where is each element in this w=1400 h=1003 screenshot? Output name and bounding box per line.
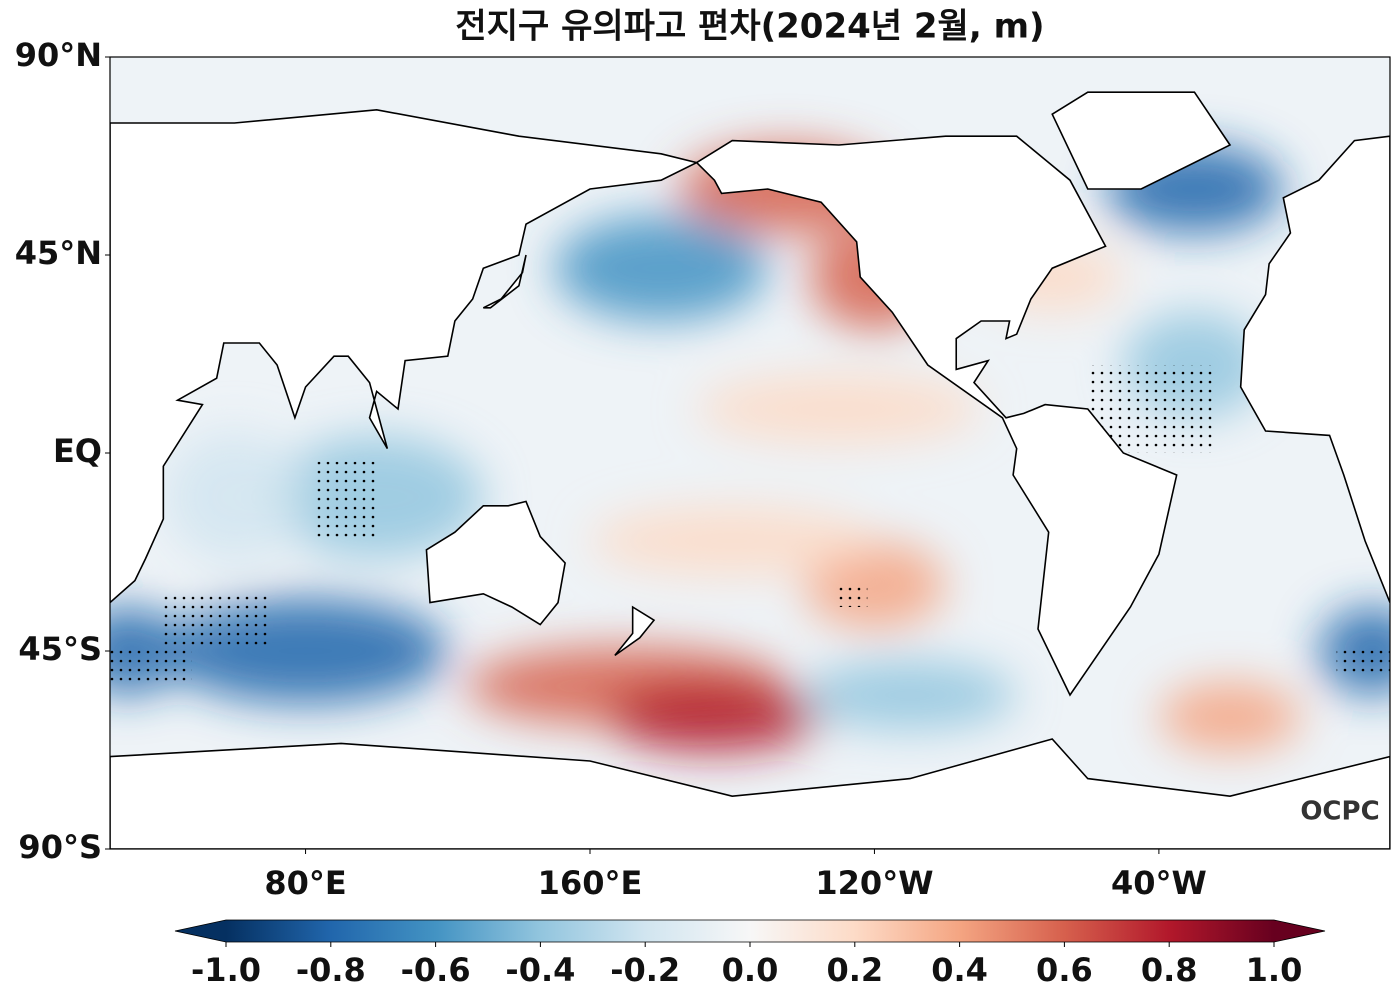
colorbar-tick-label: -0.8 bbox=[296, 951, 366, 989]
anomaly-blob bbox=[554, 215, 768, 321]
map-area bbox=[110, 57, 1390, 849]
anomaly-blob bbox=[1159, 681, 1301, 753]
colorbar-tick-label: 0.0 bbox=[722, 951, 779, 989]
y-tick-label: 45°N bbox=[15, 234, 102, 272]
x-tick-label: 40°W bbox=[1111, 864, 1207, 902]
colorbar-tick-label: 0.6 bbox=[1036, 951, 1093, 989]
colorbar: -1.0 -0.8 -0.6 -0.4 -0.2 0.0 0.2 0.4 0.6 0.8 1.0 bbox=[174, 919, 1326, 989]
y-tick-label: 90°S bbox=[18, 828, 102, 866]
colorbar-tick-label: -0.4 bbox=[505, 951, 575, 989]
anomaly-blob bbox=[607, 681, 821, 753]
landmass bbox=[614, 605, 656, 657]
stippling bbox=[110, 365, 1390, 682]
y-tick-label: 45°S bbox=[18, 630, 102, 668]
stipple-region bbox=[163, 593, 270, 647]
colorbar-tick-label: 1.0 bbox=[1246, 951, 1303, 989]
colorbar-tick-label: 0.4 bbox=[931, 951, 988, 989]
chart-title: 전지구 유의파고 편차(2024년 2월, m) bbox=[455, 7, 1044, 47]
landmass bbox=[425, 500, 566, 626]
anomaly-blob bbox=[803, 659, 1017, 731]
colorbar-tick-label: 0.8 bbox=[1141, 951, 1198, 989]
landmass bbox=[110, 108, 699, 604]
y-tick-label: EQ bbox=[53, 432, 102, 470]
anomaly-blob bbox=[696, 373, 981, 445]
colorbar-extend-high bbox=[1274, 920, 1325, 942]
stipple-region bbox=[1336, 646, 1390, 678]
colorbar-tick-label: -0.2 bbox=[610, 951, 680, 989]
anomaly-blob bbox=[163, 431, 306, 563]
colorbar-tick-label: 0.2 bbox=[826, 951, 883, 989]
landmass bbox=[1239, 135, 1390, 603]
x-tick-label: 120°W bbox=[815, 864, 933, 902]
x-tick-label: 80°E bbox=[264, 864, 346, 902]
land bbox=[110, 91, 1390, 849]
stipple-region bbox=[838, 585, 868, 607]
stipple-region bbox=[312, 461, 377, 537]
landmass bbox=[482, 254, 527, 309]
x-tick-label: 160°E bbox=[538, 864, 643, 902]
watermark: OCPC bbox=[1300, 797, 1379, 827]
colorbar-tick-label: -0.6 bbox=[401, 951, 471, 989]
colorbar-extend-low bbox=[175, 920, 226, 942]
y-tick-label: 90°N bbox=[15, 36, 102, 74]
stipple-region bbox=[110, 646, 192, 682]
landmass bbox=[695, 135, 1178, 697]
colorbar-body bbox=[226, 920, 1274, 942]
colorbar-tick-label: -1.0 bbox=[191, 951, 261, 989]
landmass bbox=[110, 738, 1390, 849]
landmass bbox=[1051, 91, 1232, 190]
anomaly-blob bbox=[590, 505, 875, 577]
